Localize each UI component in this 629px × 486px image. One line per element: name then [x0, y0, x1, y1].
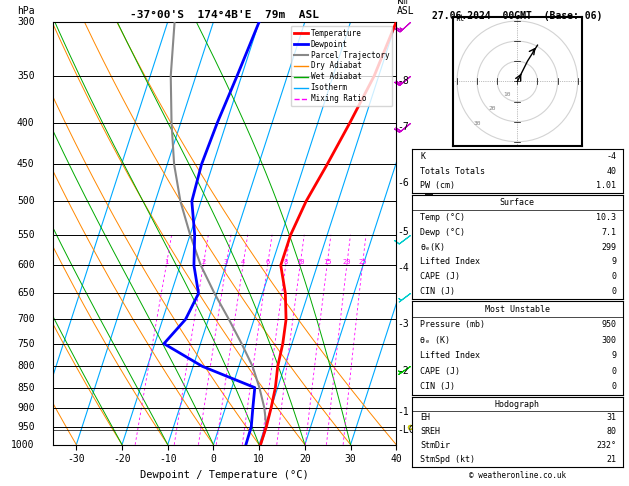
Text: EH: EH — [420, 414, 430, 422]
Text: Surface: Surface — [500, 198, 535, 207]
Text: 25: 25 — [358, 260, 367, 265]
Text: 3: 3 — [224, 260, 228, 265]
Text: © weatheronline.co.uk: © weatheronline.co.uk — [469, 471, 566, 480]
Text: 300: 300 — [17, 17, 35, 27]
Text: 0: 0 — [611, 382, 616, 391]
Text: 350: 350 — [17, 71, 35, 81]
Text: 4: 4 — [241, 260, 245, 265]
Text: 232°: 232° — [596, 441, 616, 450]
Text: -LCL: -LCL — [397, 425, 420, 435]
Text: 31: 31 — [606, 414, 616, 422]
Text: 850: 850 — [17, 382, 35, 393]
Text: 10: 10 — [503, 92, 510, 97]
Text: 1: 1 — [164, 260, 169, 265]
Text: 6: 6 — [265, 260, 270, 265]
Text: 20: 20 — [343, 260, 351, 265]
Text: -7: -7 — [397, 122, 409, 132]
Text: Lifted Index: Lifted Index — [420, 351, 481, 360]
Text: 700: 700 — [17, 314, 35, 325]
Text: CIN (J): CIN (J) — [420, 382, 455, 391]
Text: 21: 21 — [606, 455, 616, 464]
Text: Temp (°C): Temp (°C) — [420, 213, 465, 222]
Text: 0: 0 — [611, 287, 616, 296]
Text: 20: 20 — [488, 106, 496, 111]
Text: 750: 750 — [17, 339, 35, 348]
Text: -2: -2 — [397, 365, 409, 376]
Text: kt: kt — [455, 14, 464, 23]
Text: 550: 550 — [17, 230, 35, 240]
Text: -4: -4 — [606, 152, 616, 161]
Text: 500: 500 — [17, 196, 35, 206]
Text: 40: 40 — [606, 167, 616, 175]
Text: 0: 0 — [611, 367, 616, 376]
Text: 800: 800 — [17, 361, 35, 371]
Text: 7.1: 7.1 — [601, 228, 616, 237]
Text: 950: 950 — [17, 422, 35, 432]
Text: Lifted Index: Lifted Index — [420, 258, 481, 266]
Text: PW (cm): PW (cm) — [420, 181, 455, 190]
Text: θₑ (K): θₑ (K) — [420, 336, 450, 345]
Text: Dewp (°C): Dewp (°C) — [420, 228, 465, 237]
Text: 1000: 1000 — [11, 440, 35, 450]
Text: 900: 900 — [17, 403, 35, 413]
Text: θₑ(K): θₑ(K) — [420, 243, 445, 252]
Text: Mixing Ratio (g/kg): Mixing Ratio (g/kg) — [426, 177, 435, 289]
Text: 30: 30 — [474, 121, 481, 126]
Text: 9: 9 — [611, 258, 616, 266]
Text: -8: -8 — [397, 76, 409, 86]
Text: Hodograph: Hodograph — [495, 399, 540, 409]
Text: 27.06.2024  00GMT  (Base: 06): 27.06.2024 00GMT (Base: 06) — [432, 11, 603, 21]
Text: 80: 80 — [606, 427, 616, 436]
Text: StmSpd (kt): StmSpd (kt) — [420, 455, 476, 464]
Text: SREH: SREH — [420, 427, 440, 436]
Text: 10.3: 10.3 — [596, 213, 616, 222]
Text: 8: 8 — [284, 260, 288, 265]
Text: CAPE (J): CAPE (J) — [420, 367, 460, 376]
Text: 650: 650 — [17, 288, 35, 298]
Text: 400: 400 — [17, 118, 35, 128]
Text: 9: 9 — [611, 351, 616, 360]
Text: CAPE (J): CAPE (J) — [420, 272, 460, 281]
Text: hPa: hPa — [17, 5, 35, 16]
Text: CIN (J): CIN (J) — [420, 287, 455, 296]
X-axis label: Dewpoint / Temperature (°C): Dewpoint / Temperature (°C) — [140, 470, 309, 480]
Text: -5: -5 — [397, 226, 409, 237]
Text: 10: 10 — [296, 260, 304, 265]
Text: Totals Totals: Totals Totals — [420, 167, 486, 175]
Text: 950: 950 — [601, 320, 616, 329]
Text: -6: -6 — [397, 178, 409, 188]
Legend: Temperature, Dewpoint, Parcel Trajectory, Dry Adiabat, Wet Adiabat, Isotherm, Mi: Temperature, Dewpoint, Parcel Trajectory… — [291, 26, 392, 106]
Text: Pressure (mb): Pressure (mb) — [420, 320, 486, 329]
Text: 299: 299 — [601, 243, 616, 252]
Text: K: K — [420, 152, 425, 161]
Text: Most Unstable: Most Unstable — [485, 305, 550, 313]
Text: -3: -3 — [397, 319, 409, 330]
Text: 450: 450 — [17, 159, 35, 169]
Text: -1: -1 — [397, 407, 409, 417]
Title: -37°00'S  174°4B'E  79m  ASL: -37°00'S 174°4B'E 79m ASL — [130, 10, 320, 20]
Text: 15: 15 — [323, 260, 331, 265]
Text: 2: 2 — [201, 260, 206, 265]
Text: 600: 600 — [17, 260, 35, 270]
Text: 300: 300 — [601, 336, 616, 345]
Text: 1.01: 1.01 — [596, 181, 616, 190]
Text: -4: -4 — [397, 263, 409, 273]
Text: 0: 0 — [611, 272, 616, 281]
Text: StmDir: StmDir — [420, 441, 450, 450]
Text: km
ASL: km ASL — [397, 0, 415, 16]
